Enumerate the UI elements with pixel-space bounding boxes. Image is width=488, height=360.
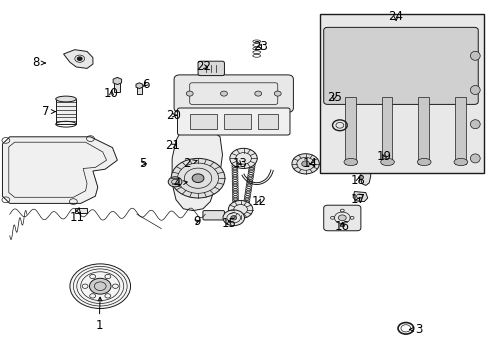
FancyBboxPatch shape xyxy=(203,211,224,220)
Circle shape xyxy=(230,216,236,220)
Bar xyxy=(345,97,355,164)
Circle shape xyxy=(171,158,224,198)
FancyBboxPatch shape xyxy=(177,108,289,135)
Text: 4: 4 xyxy=(173,177,187,190)
Circle shape xyxy=(192,174,203,183)
Text: 12: 12 xyxy=(251,195,266,208)
Ellipse shape xyxy=(469,120,479,129)
Ellipse shape xyxy=(453,158,467,166)
Text: 23: 23 xyxy=(253,40,267,53)
Circle shape xyxy=(223,210,244,226)
Text: 21: 21 xyxy=(165,139,180,152)
Circle shape xyxy=(301,161,309,167)
Polygon shape xyxy=(360,172,370,185)
Ellipse shape xyxy=(469,154,479,163)
FancyBboxPatch shape xyxy=(323,205,360,231)
Text: 25: 25 xyxy=(326,91,341,104)
Polygon shape xyxy=(352,192,367,202)
Bar xyxy=(320,14,483,173)
Circle shape xyxy=(77,57,82,60)
Text: 1: 1 xyxy=(95,297,102,332)
Circle shape xyxy=(89,278,111,294)
Polygon shape xyxy=(113,77,122,85)
Text: 20: 20 xyxy=(166,109,181,122)
Bar xyxy=(56,99,76,124)
Circle shape xyxy=(168,177,182,187)
Circle shape xyxy=(291,154,319,174)
Circle shape xyxy=(70,264,130,309)
Text: 24: 24 xyxy=(388,10,403,23)
Bar xyxy=(454,97,465,164)
Text: 6: 6 xyxy=(142,78,149,91)
Text: 13: 13 xyxy=(232,157,247,170)
Bar xyxy=(258,114,277,129)
FancyBboxPatch shape xyxy=(198,61,224,76)
Circle shape xyxy=(228,201,252,219)
Text: 2: 2 xyxy=(183,157,197,170)
FancyBboxPatch shape xyxy=(323,27,477,104)
Circle shape xyxy=(186,91,193,96)
Bar xyxy=(189,114,216,129)
Text: 17: 17 xyxy=(350,193,365,206)
Text: 18: 18 xyxy=(350,174,365,186)
Bar xyxy=(375,152,379,162)
Text: 14: 14 xyxy=(302,157,317,170)
Bar xyxy=(224,114,250,129)
Circle shape xyxy=(338,215,346,221)
Text: 3: 3 xyxy=(409,323,422,336)
Text: 5: 5 xyxy=(139,157,146,170)
Text: 11: 11 xyxy=(70,208,84,224)
Bar xyxy=(114,81,120,92)
Text: 22: 22 xyxy=(196,60,211,73)
Text: 7: 7 xyxy=(41,105,55,118)
Text: 9: 9 xyxy=(193,215,200,228)
Circle shape xyxy=(274,91,281,96)
Bar xyxy=(75,208,86,213)
Ellipse shape xyxy=(417,158,430,166)
Circle shape xyxy=(254,91,261,96)
Bar xyxy=(372,161,382,163)
Circle shape xyxy=(229,148,257,168)
Ellipse shape xyxy=(56,96,76,102)
Text: 10: 10 xyxy=(104,87,119,100)
FancyBboxPatch shape xyxy=(174,75,293,112)
Ellipse shape xyxy=(380,158,393,166)
Bar xyxy=(381,97,391,164)
Polygon shape xyxy=(63,50,93,68)
Circle shape xyxy=(220,91,227,96)
Text: 8: 8 xyxy=(32,57,45,69)
Text: 15: 15 xyxy=(221,217,236,230)
Text: 16: 16 xyxy=(334,220,349,233)
Ellipse shape xyxy=(344,158,357,166)
Polygon shape xyxy=(2,137,117,203)
Ellipse shape xyxy=(469,51,479,60)
Bar xyxy=(418,97,428,164)
Text: 19: 19 xyxy=(375,150,390,163)
Bar xyxy=(137,87,142,94)
Polygon shape xyxy=(172,130,222,211)
Ellipse shape xyxy=(469,85,479,94)
Polygon shape xyxy=(136,83,142,89)
